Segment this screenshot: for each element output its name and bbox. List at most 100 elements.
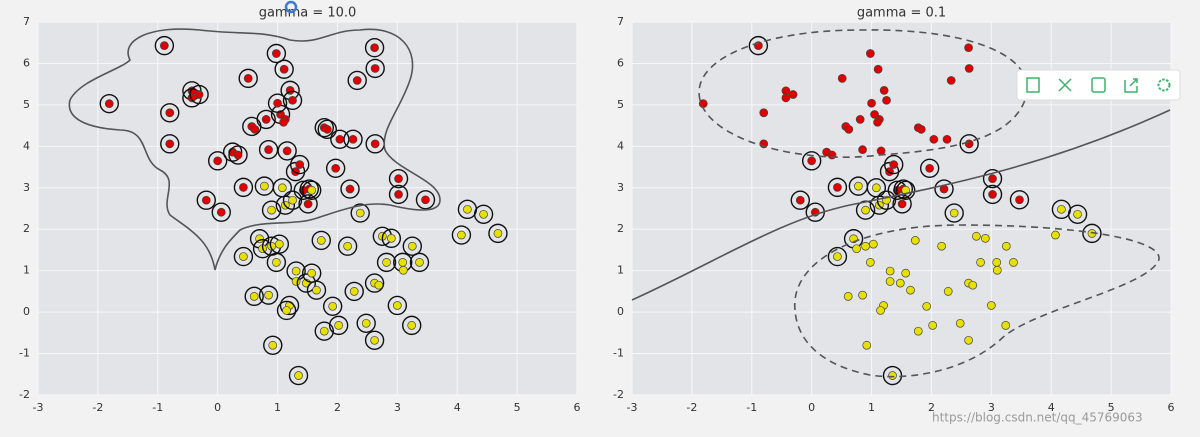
point (1001, 241, 1011, 251)
point (334, 321, 343, 330)
point (307, 268, 317, 278)
support-vector-ring (267, 93, 288, 113)
point (479, 209, 488, 219)
point (201, 195, 211, 205)
x-tick-label: 1 (274, 401, 281, 414)
point (964, 335, 973, 345)
y-tick-label: -2 (613, 388, 624, 401)
support-vector-ring (415, 190, 436, 210)
point (407, 241, 417, 251)
cursor (284, 0, 298, 14)
point (876, 306, 885, 315)
point (282, 306, 291, 315)
point (328, 301, 338, 311)
point (980, 233, 990, 243)
x-tick-label: 4 (454, 401, 461, 414)
support-vector-ring (365, 58, 385, 79)
support-vector-ring (982, 184, 1003, 205)
point (239, 183, 248, 192)
point (194, 90, 204, 99)
copy-icon[interactable] (1026, 77, 1040, 93)
point (889, 160, 899, 169)
point (361, 318, 371, 328)
decision-boundaries (68, 28, 1171, 378)
point (937, 241, 946, 251)
point (345, 184, 355, 194)
support-vector-ring (275, 195, 296, 215)
x-tick-label: 1 (868, 401, 875, 414)
x-tick-label: -1 (152, 401, 163, 414)
y-tick-label: 7 (23, 15, 30, 28)
support-vector-ring (488, 223, 508, 244)
support-vector-ring (228, 145, 248, 165)
point (964, 43, 973, 53)
point (268, 340, 278, 350)
point (972, 231, 981, 241)
point (879, 86, 889, 95)
support-vector-ring (274, 59, 294, 79)
point (370, 335, 379, 345)
chart-title: gamma = 0.1 (857, 6, 946, 21)
point (988, 174, 997, 184)
settings-icon[interactable] (1157, 78, 1171, 92)
point (279, 64, 289, 74)
support-vector-ring (982, 168, 1003, 189)
support-vector-ring (99, 93, 119, 114)
support-vector-ring (238, 68, 258, 89)
y-tick-label: 1 (23, 264, 30, 277)
point (943, 287, 953, 296)
x-tick-label: 3 (394, 401, 401, 414)
toolbar (1016, 69, 1181, 101)
point (929, 134, 939, 144)
y-tick-label: 0 (23, 305, 30, 318)
support-vector-ring (340, 179, 360, 199)
point (844, 124, 854, 134)
point (307, 185, 317, 195)
x-tick-label: -3 (33, 401, 44, 414)
support-vector-ring (344, 281, 364, 302)
y-tick-label: 1 (617, 264, 624, 277)
support-vector-ring (317, 119, 337, 140)
point (964, 139, 974, 149)
point (352, 76, 362, 85)
fullscreen-icon[interactable] (1058, 78, 1072, 92)
support-vector-ring (895, 180, 916, 200)
point (992, 258, 1002, 267)
support-vector-ring (337, 236, 358, 256)
support-vector-ring (884, 154, 904, 175)
support-vector-ring (1082, 223, 1102, 244)
point (260, 181, 269, 191)
save-icon[interactable] (1091, 77, 1106, 93)
support-vector-ring (869, 195, 890, 215)
point (213, 156, 223, 166)
support-vector-ring (244, 286, 264, 307)
point (295, 160, 305, 169)
support-vector-ring (290, 154, 310, 175)
y-tick-label: 3 (617, 181, 624, 194)
point (906, 285, 915, 295)
point (913, 326, 923, 336)
support-vector-ring (222, 142, 243, 162)
support-vector-ring (748, 35, 769, 56)
x-tick-label: 4 (1048, 401, 1055, 414)
point (869, 239, 878, 249)
point (862, 340, 872, 350)
y-tick-label: -1 (19, 347, 30, 360)
support-vector-ring (882, 365, 903, 386)
point (394, 174, 403, 184)
support-vector-ring (266, 252, 287, 273)
point (421, 195, 430, 205)
support-vector-ring (282, 190, 303, 210)
point (398, 258, 408, 267)
point (928, 321, 937, 330)
point (264, 290, 273, 300)
point (407, 321, 417, 330)
share-icon[interactable] (1124, 78, 1138, 93)
point (897, 199, 907, 209)
point (250, 124, 260, 134)
point (858, 145, 867, 154)
support-vector-ring (343, 129, 363, 149)
point (382, 258, 391, 267)
support-vector-ring (944, 203, 964, 223)
point (370, 43, 379, 53)
